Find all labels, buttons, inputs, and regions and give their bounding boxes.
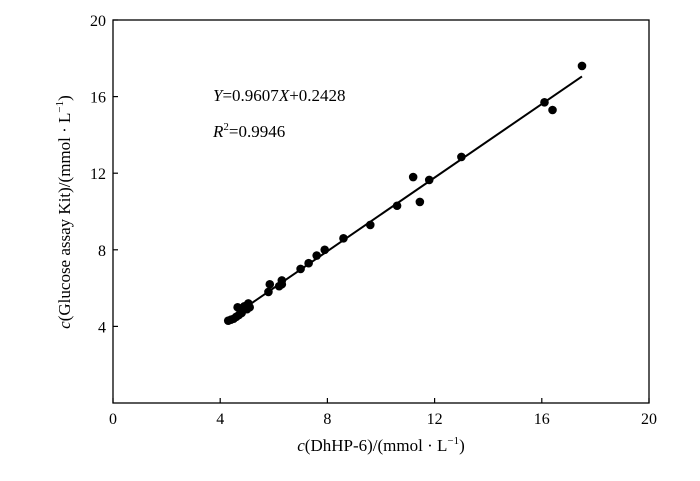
data-point [320,245,330,255]
r-squared-label: R2=0.9946 [212,121,285,141]
y-tick-label: 16 [90,90,106,107]
data-point [408,172,418,182]
y-tick-label: 4 [98,319,106,336]
data-point [304,258,313,268]
data-point [245,302,254,312]
x-tick-label: 12 [427,411,443,428]
data-point [577,61,587,71]
y-tick-label: 20 [90,13,106,30]
data-point [265,279,275,289]
y-axis-label: c(Glucose assay Kit)/(mmol · L−1) [54,95,74,329]
x-tick-label: 8 [323,411,331,428]
x-tick-label: 20 [641,411,657,428]
data-point [392,201,402,211]
x-tick-label: 16 [534,411,550,428]
data-point [264,287,273,297]
x-axis-ticks: 0 4 8 12 16 20 [109,398,657,428]
y-axis-ticks: 4 8 12 16 20 [90,13,118,336]
data-point [312,251,321,260]
data-point [296,264,305,274]
x-axis-label: c(DhHP-6)/(mmol · L−1) [297,435,465,455]
data-point [365,220,375,230]
data-points [223,61,587,325]
data-point [277,279,287,289]
regression-line [227,75,583,321]
x-tick-label: 4 [216,411,224,428]
data-point [424,175,434,185]
x-tick-label: 0 [109,411,117,428]
data-point [540,98,549,107]
data-point [415,197,425,207]
y-tick-label: 12 [90,166,106,183]
fit-line-group [227,75,583,321]
plot-frame [112,19,650,404]
data-point [457,152,466,162]
regression-equation: Y=0.9607X+0.2428 [213,86,346,105]
y-tick-label: 8 [98,243,106,260]
data-point [339,234,348,243]
data-point [548,105,557,115]
